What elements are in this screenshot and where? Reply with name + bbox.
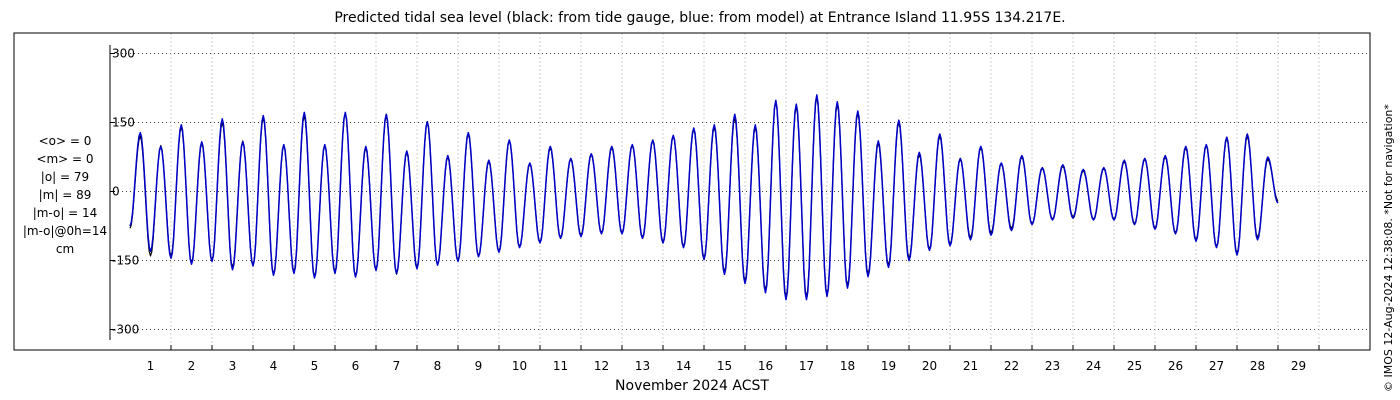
x-tick-label: 4 (270, 359, 278, 373)
x-tick-label: 15 (717, 359, 732, 373)
stat-mean-obs: <o> = 0 (39, 134, 92, 148)
x-tick-label: 26 (1168, 359, 1183, 373)
series-model-line (129, 94, 1279, 301)
x-tick-label: 10 (512, 359, 527, 373)
x-tick-label: 12 (594, 359, 609, 373)
x-tick-label: 11 (553, 359, 568, 373)
credit-text: © IMOS 12-Aug-2024 12:38:08. *Not for na… (1382, 104, 1395, 392)
stat-mean-model: <m> = 0 (36, 152, 93, 166)
x-axis-label: November 2024 ACST (615, 378, 769, 394)
y-tick-label: 150 (112, 116, 135, 130)
x-tick-label: 18 (840, 359, 855, 373)
x-tick-label: 6 (352, 359, 360, 373)
x-tick-label: 5 (311, 359, 319, 373)
stat-abs-obs: |o| = 79 (41, 170, 89, 184)
grid (110, 33, 1370, 350)
stat-abs-diff-0h: |m-o|@0h=14 (23, 224, 107, 238)
x-tick-label: 19 (881, 359, 896, 373)
plot-frame (13, 32, 1371, 351)
x-tick-label: 7 (393, 359, 401, 373)
x-tick-label: 16 (758, 359, 773, 373)
y-axis: 300 150 0 -150 -300 (110, 47, 139, 337)
x-tick-label: 3 (229, 359, 237, 373)
x-tick-label: 28 (1250, 359, 1265, 373)
y-tick-label: -300 (112, 323, 139, 337)
x-tick-label: 27 (1209, 359, 1224, 373)
stat-abs-diff: |m-o| = 14 (33, 206, 98, 220)
stats-panel: <o> = 0 <m> = 0 |o| = 79 |m| = 89 |m-o| … (23, 134, 107, 256)
x-tick-label: 22 (1004, 359, 1019, 373)
x-tick-label: 9 (475, 359, 483, 373)
x-tick-label: 8 (434, 359, 442, 373)
x-tick-label: 21 (963, 359, 978, 373)
x-tick-label: 29 (1291, 359, 1306, 373)
x-tick-label: 20 (922, 359, 937, 373)
stat-abs-model: |m| = 89 (39, 188, 92, 202)
stat-unit: cm (56, 242, 74, 256)
x-tick-label: 2 (188, 359, 196, 373)
x-tick-label: 23 (1045, 359, 1060, 373)
y-tick-label: -150 (112, 254, 139, 268)
y-tick-label: 300 (112, 47, 135, 61)
y-tick-label: 0 (112, 185, 120, 199)
x-tick-label: 24 (1086, 359, 1101, 373)
x-tick-label: 14 (676, 359, 691, 373)
x-tick-label: 13 (635, 359, 650, 373)
series-lines (129, 94, 1279, 301)
chart-title: Predicted tidal sea level (black: from t… (334, 10, 1065, 26)
x-axis: 1 2 3 4 5 6 7 8 9 10 11 12 13 14 15 16 17 18 19 20 21 22 23 24 2… (147, 345, 1320, 373)
x-tick-label: 17 (799, 359, 814, 373)
x-tick-label: 25 (1127, 359, 1142, 373)
x-tick-label: 1 (147, 359, 155, 373)
